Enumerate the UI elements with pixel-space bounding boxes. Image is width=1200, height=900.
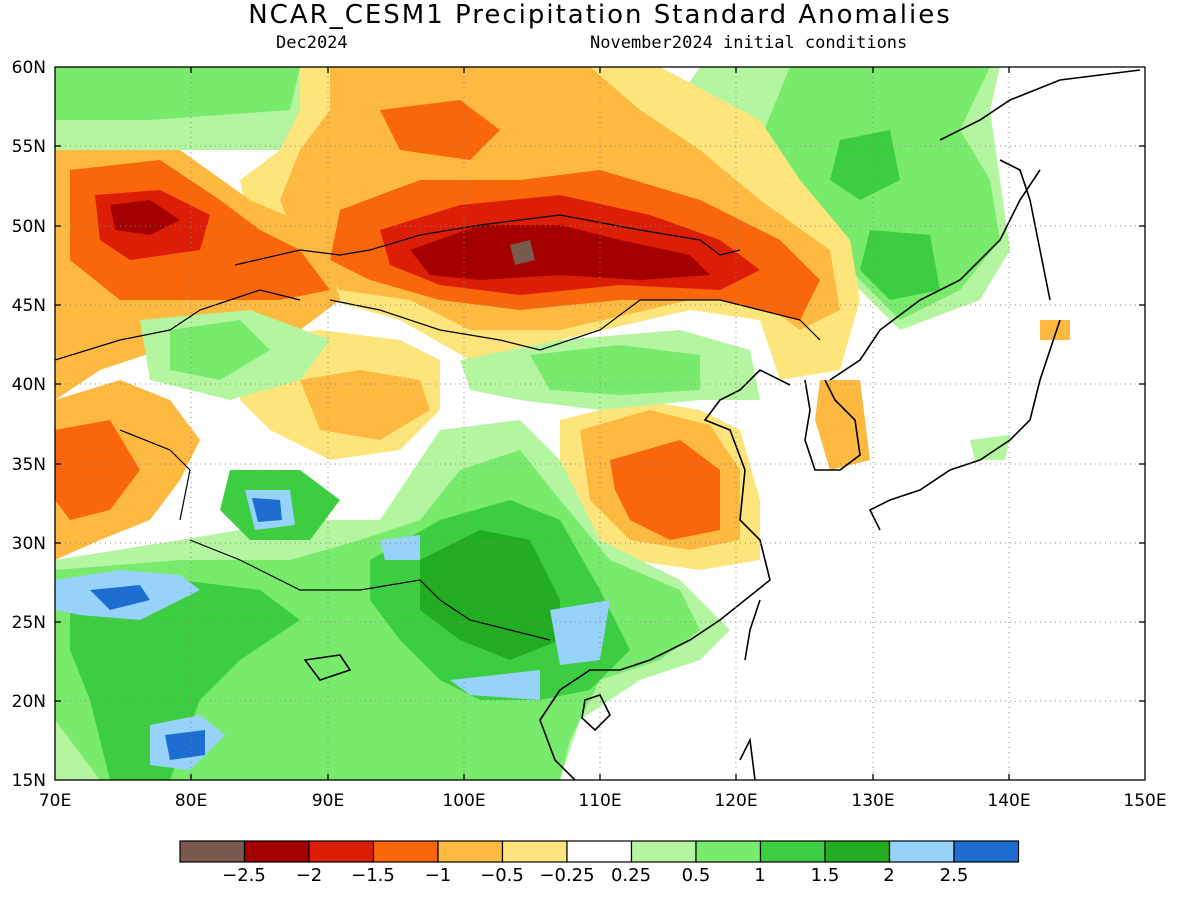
lat-label: 15N [11,771,46,791]
colorbar-label: 0.25 [610,865,652,886]
colorbar-swatch [888,840,955,863]
lat-label: 35N [11,455,46,475]
colorbar-label: 1.5 [810,865,840,886]
colorbar-label: −1.5 [351,865,395,886]
anomaly-region [55,420,140,520]
anomaly-region [380,100,500,160]
graticule [55,67,1145,780]
anomaly-field [55,67,1145,780]
initial-conditions: November2024 initial conditions [590,33,908,53]
lon-label: 110E [578,791,622,811]
anomaly-region [410,225,710,280]
lat-label: 60N [11,58,46,78]
lon-label: 100E [442,791,486,811]
colorbar-label: −2 [295,865,323,886]
anomaly-region [1040,320,1070,340]
anomaly-region [300,370,430,440]
lon-label: 80E [174,791,208,811]
colorbar-swatch [566,840,633,863]
lon-label: 120E [714,791,758,811]
anomaly-region [165,730,205,760]
colorbar-swatch [372,840,439,863]
lat-label: 20N [11,692,46,712]
anomaly-region [550,600,610,665]
anomaly-region [70,580,300,780]
colorbar-label: −1 [424,865,452,886]
anomaly-region [380,535,420,560]
colorbar-swatch [243,840,310,863]
lat-label: 40N [11,375,46,395]
anomaly-region [530,345,700,395]
anomaly-region [510,240,535,265]
anomaly-region [830,130,900,200]
borders [55,214,821,641]
anomaly-region [90,585,150,610]
colorbar-swatch [630,840,697,863]
anomaly-region [860,230,940,300]
colorbar-label: −0.25 [539,865,595,886]
lon-label: 90E [311,791,345,811]
colorbar-swatch [695,840,762,863]
colorbar-label: −0.5 [480,865,524,886]
anomaly-region [970,435,1010,460]
anomaly-region [420,530,560,660]
colorbar [179,840,1020,863]
coastlines [303,69,1141,780]
lat-label: 50N [11,217,46,237]
colorbar-label: 1 [754,865,766,886]
colorbar-label: 2.5 [939,865,969,886]
anomaly-region [170,320,270,380]
lon-label: 70E [38,791,72,811]
colorbar-swatch [308,840,375,863]
colorbar-swatch [179,840,246,863]
colorbar-label: −2.5 [222,865,266,886]
forecast-month: Dec2024 [276,33,348,53]
anomaly-region [110,200,180,235]
anomaly-region [252,498,282,522]
lon-label: 140E [987,791,1031,811]
colorbar-swatch [953,840,1020,863]
colorbar-swatch [437,840,504,863]
anomaly-region [55,67,300,120]
anomaly-region [610,440,720,540]
lon-label: 130E [851,791,895,811]
colorbar-swatch [824,840,891,863]
colorbar-swatch [759,840,826,863]
lat-label: 45N [11,296,46,316]
lat-label: 55N [11,137,46,157]
lat-label: 30N [11,534,46,554]
anomaly-region [450,670,540,700]
map-frame [54,66,1146,781]
colorbar-swatch [501,840,568,863]
colorbar-label: 0.5 [681,865,711,886]
lat-label: 25N [11,613,46,633]
anomaly-region [760,67,1000,320]
map-title: NCAR_CESM1 Precipitation Standard Anomal… [248,0,952,30]
colorbar-label: 2 [883,865,895,886]
lon-label: 150E [1123,791,1167,811]
anomaly-region [815,380,870,470]
